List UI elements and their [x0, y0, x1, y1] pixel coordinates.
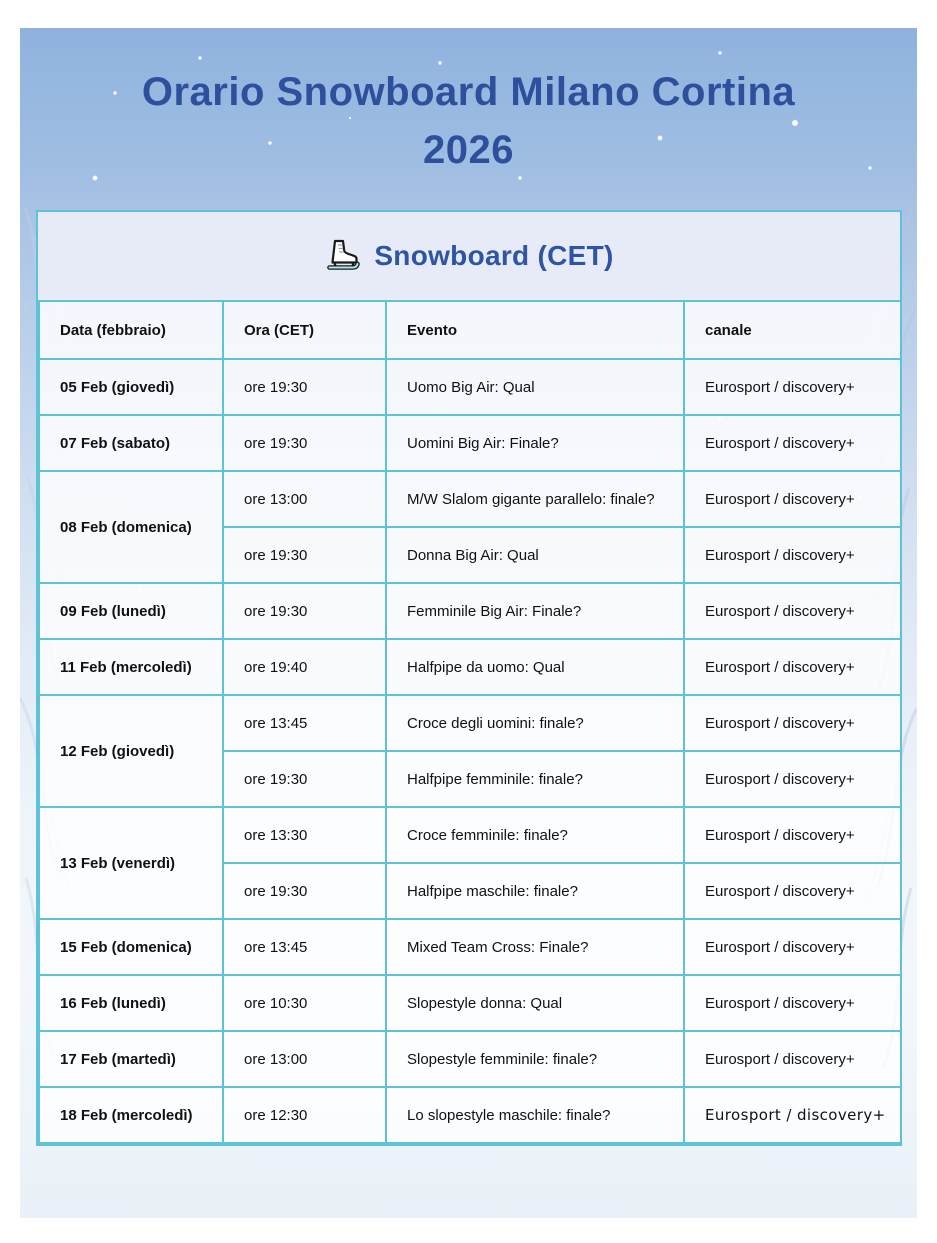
date-cell: 05 Feb (giovedì) [38, 358, 224, 416]
channel-cell: Eurosport / discovery+ [683, 694, 902, 752]
channel-cell: Eurosport / discovery+ [683, 582, 902, 640]
date-cell: 15 Feb (domenica) [38, 918, 224, 976]
time-cell: ore 19:40 [222, 638, 387, 696]
event-cell: Uomo Big Air: Qual [385, 358, 685, 416]
time-cell: ore 13:45 [222, 918, 387, 976]
time-cell: ore 19:30 [222, 414, 387, 472]
event-cell: Halfpipe da uomo: Qual [385, 638, 685, 696]
ice-skate-icon [327, 239, 361, 270]
event-cell: Femminile Big Air: Finale? [385, 582, 685, 640]
time-cell: ore 12:30 [222, 1086, 387, 1144]
time-cell: ore 10:30 [222, 974, 387, 1032]
event-cell: Slopestyle donna: Qual [385, 974, 685, 1032]
section-header: Snowboard (CET) [38, 212, 900, 300]
time-cell: ore 19:30 [222, 582, 387, 640]
time-cell: ore 19:30 [222, 358, 387, 416]
event-cell: Uomini Big Air: Finale? [385, 414, 685, 472]
header-evento: Evento [385, 300, 685, 360]
table-row: ore 19:30 Halfpipe femminile: finale? Euro… [39, 750, 902, 808]
table-row: 07 Feb (sabato) ore 19:30 Uomini Big Air: … [38, 414, 902, 472]
channel-cell: Eurosport / discovery+ [683, 750, 902, 808]
table-row: ore 19:30 Halfpipe maschile: finale? Euros… [39, 862, 902, 920]
event-cell: Croce degli uomini: finale? [385, 694, 685, 752]
time-cell: ore 13:00 [222, 470, 387, 528]
date-cell: 18 Feb (mercoledì) [38, 1086, 224, 1144]
event-cell: Halfpipe maschile: finale? [385, 862, 685, 920]
table-row: 16 Feb (lunedì) ore 10:30 Slopestyle donna… [38, 974, 902, 1032]
table-row: 12 Feb (giovedì) ore 13:45 Croce degli uom… [38, 694, 902, 808]
winter-background: Orario Snowboard Milano Cortina 2026 Sno… [20, 28, 917, 1218]
table-header-row: Data (febbraio) Ora (CET) Evento canale [38, 300, 902, 360]
date-cell: 07 Feb (sabato) [38, 414, 224, 472]
table-row: 15 Feb (domenica) ore 13:45 Mixed Team Cro… [38, 918, 902, 976]
time-cell: ore 19:30 [222, 526, 387, 584]
channel-cell: Eurosport / discovery+ [683, 974, 902, 1032]
schedule-table: Data (febbraio) Ora (CET) Evento canale … [38, 300, 902, 1144]
channel-cell: Eurosport / discovery+ [683, 414, 902, 472]
table-row: 17 Feb (martedì) ore 13:00 Slopestyle femm… [38, 1030, 902, 1088]
table-row: 09 Feb (lunedì) ore 19:30 Femminile Big Ai… [38, 582, 902, 640]
channel-cell: Eurosport / discovery+ [683, 918, 902, 976]
table-row: 18 Feb (mercoledì) ore 12:30 Lo slopestyle… [38, 1086, 902, 1144]
time-cell: ore 13:45 [222, 694, 387, 752]
event-cell: Croce femminile: finale? [385, 806, 685, 864]
header-data: Data (febbraio) [38, 300, 224, 360]
channel-cell: Eurosport / discovery+ [683, 638, 902, 696]
event-cell: Halfpipe femminile: finale? [385, 750, 685, 808]
time-cell: ore 13:00 [222, 1030, 387, 1088]
date-cell: 11 Feb (mercoledì) [38, 638, 224, 696]
channel-cell: Eurosport / discovery+ [683, 470, 902, 528]
event-cell: Slopestyle femminile: finale? [385, 1030, 685, 1088]
event-cell: Donna Big Air: Qual [385, 526, 685, 584]
event-cell: Lo slopestyle maschile: finale? [385, 1086, 685, 1144]
schedule-panel: Snowboard (CET) Data (febbraio) Ora (CET… [36, 210, 902, 1146]
date-cell: 13 Feb (venerdì) [38, 806, 224, 920]
channel-cell: Eurosport / discovery+ [683, 526, 902, 584]
date-cell: 08 Feb (domenica) [38, 470, 224, 584]
date-cell: 16 Feb (lunedì) [38, 974, 224, 1032]
channel-cell: Eurosport / discovery+ [683, 806, 902, 864]
header-ora: Ora (CET) [222, 300, 387, 360]
table-row: 08 Feb (domenica) ore 13:00 M/W Slalom gig… [38, 470, 902, 584]
event-cell: Mixed Team Cross: Finale? [385, 918, 685, 976]
channel-cell: Eurosport / discovery+ [683, 1030, 902, 1088]
channel-cell: Eurosport / discovery+ [683, 862, 902, 920]
date-cell: 17 Feb (martedì) [38, 1030, 224, 1088]
table-row: 13 Feb (venerdì) ore 13:30 Croce femminile… [38, 806, 902, 920]
page-title: Orario Snowboard Milano Cortina 2026 [141, 70, 796, 172]
table-row: 05 Feb (giovedì) ore 19:30 Uomo Big Air: Q… [38, 358, 902, 416]
channel-cell: Eurosport / discovery+ [683, 358, 902, 416]
section-title: Snowboard (CET) [374, 240, 614, 271]
table-row: ore 19:30 Donna Big Air: Qual Eurosport / … [39, 526, 902, 584]
date-cell: 12 Feb (giovedì) [38, 694, 224, 808]
time-cell: ore 13:30 [222, 806, 387, 864]
header-canale: canale [683, 300, 902, 360]
time-cell: ore 19:30 [222, 750, 387, 808]
table-row: 11 Feb (mercoledì) ore 19:40 Halfpipe da u… [38, 638, 902, 696]
date-cell: 09 Feb (lunedì) [38, 582, 224, 640]
channel-cell: Eurosport / discovery+ [683, 1086, 902, 1144]
time-cell: ore 19:30 [222, 862, 387, 920]
event-cell: M/W Slalom gigante parallelo: finale? [385, 470, 685, 528]
